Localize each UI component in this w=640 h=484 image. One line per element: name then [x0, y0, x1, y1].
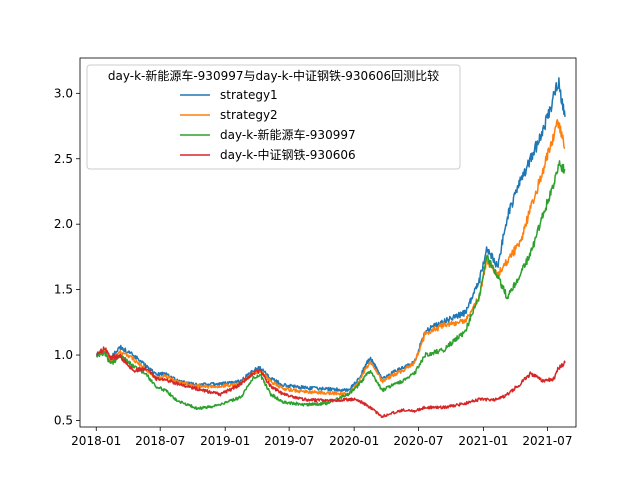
- x-tick-label: 2020-01: [329, 434, 379, 448]
- legend-title: day-k-新能源车-930997与day-k-中证钢铁-930606回测比较: [108, 68, 439, 83]
- x-tick-label: 2018-07: [135, 434, 185, 448]
- series-line-4: [96, 346, 566, 419]
- y-tick-label: 0.5: [54, 413, 73, 427]
- x-tick-label: 2021-01: [458, 434, 508, 448]
- series-line-1: [95, 77, 566, 393]
- y-tick-label: 1.5: [54, 283, 73, 297]
- axes-frame: [79, 57, 577, 428]
- legend-label: strategy1: [220, 88, 278, 102]
- series-line-2: [95, 119, 566, 397]
- legend: day-k-新能源车-930997与day-k-中证钢铁-930606回测比较 s…: [86, 64, 461, 170]
- legend-label: strategy2: [220, 108, 278, 122]
- x-tick-label: 2019-01: [200, 434, 250, 448]
- legend-label: day-k-中证钢铁-930606: [220, 147, 356, 162]
- y-tick-label: 1.0: [54, 348, 73, 362]
- axis-layer: 2018-01 2018-07 2019-01 2019-07 2020-01 2020-…: [54, 57, 577, 448]
- y-tick-label: 2.0: [54, 217, 73, 231]
- series-layer: [95, 77, 566, 419]
- x-tick-label: 2019-07: [264, 434, 314, 448]
- y-tick-label: 3.0: [54, 86, 73, 100]
- x-tick-label: 2018-01: [71, 434, 121, 448]
- legend-label: day-k-新能源车-930997: [220, 127, 356, 142]
- y-tick-label: 2.5: [54, 152, 73, 166]
- x-tick-label: 2021-07: [522, 434, 572, 448]
- legend-box: [86, 64, 461, 170]
- x-tick-label: 2020-07: [393, 434, 443, 448]
